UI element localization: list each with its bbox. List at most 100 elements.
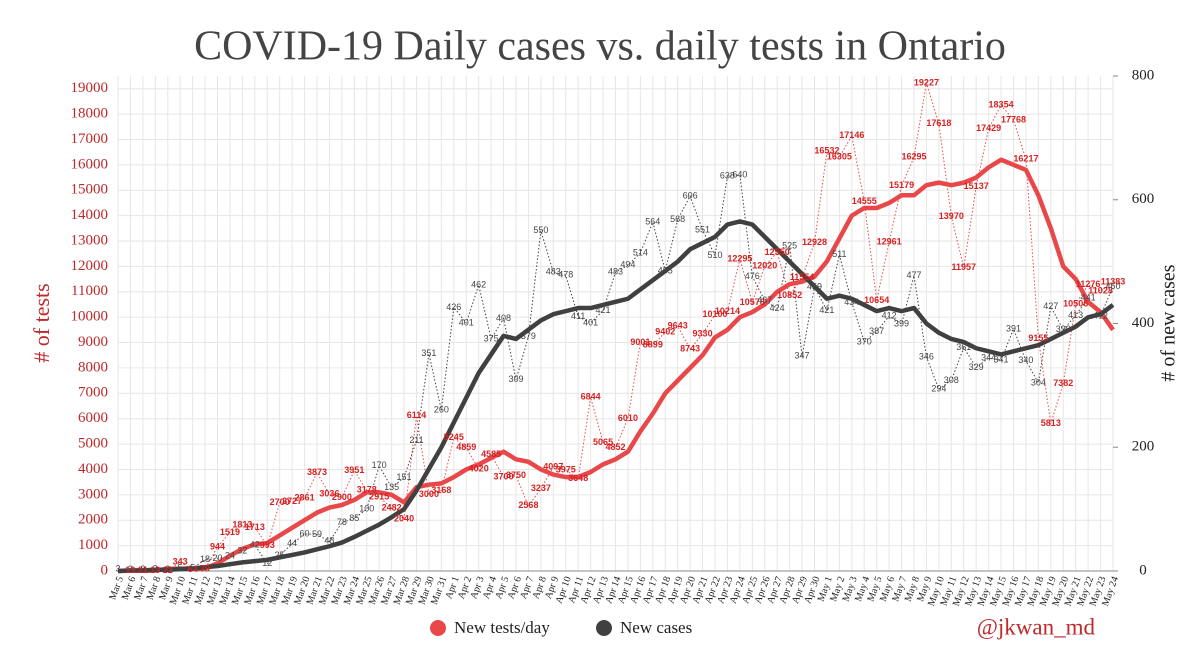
data-label: 399 — [894, 318, 909, 328]
data-label: 483 — [546, 267, 561, 277]
data-label: 211 — [409, 435, 423, 445]
data-label: 568 — [670, 214, 685, 224]
data-label: 17429 — [976, 123, 1001, 133]
y2-axis-label: # of new cases — [1158, 264, 1180, 381]
data-label: 151 — [397, 472, 412, 482]
data-label: 135 — [384, 482, 399, 492]
data-label: 9155 — [1028, 333, 1048, 343]
data-label: 944 — [210, 541, 225, 551]
data-label: 4585 — [481, 449, 501, 459]
data-label: 85 — [349, 513, 359, 523]
data-label: 2 — [128, 564, 133, 574]
data-label: 21 — [138, 565, 148, 575]
data-label: 564 — [645, 216, 660, 226]
data-label: 413 — [1068, 310, 1083, 320]
legend-marker — [430, 620, 446, 636]
data-label: 390 — [1056, 324, 1071, 334]
data-label: 7382 — [1053, 378, 1073, 388]
data-label: 2700 — [270, 497, 290, 507]
y-tick-label: 0 — [101, 562, 109, 578]
data-label: 427 — [1043, 301, 1058, 311]
data-label: 344 — [981, 353, 996, 363]
data-label: 6114 — [407, 410, 427, 420]
data-label: 60 — [300, 528, 310, 538]
data-label: 3975 — [556, 464, 576, 474]
data-label: 1519 — [220, 527, 240, 537]
data-label: 2 — [165, 564, 170, 574]
data-label: 5065 — [593, 437, 613, 447]
data-label: 10578 — [740, 297, 765, 307]
data-label: 4859 — [456, 442, 476, 452]
data-label: 511 — [832, 249, 846, 259]
data-label: 476 — [745, 271, 760, 281]
data-label: 79 — [200, 563, 210, 573]
y-tick-label: 17000 — [71, 131, 109, 147]
data-label: 1813 — [232, 519, 252, 529]
data-label: 441 — [1081, 293, 1096, 303]
chart-title: COVID-19 Daily cases vs. daily tests in … — [194, 24, 1006, 70]
data-label: 11957 — [951, 262, 976, 272]
data-label: 3951 — [344, 465, 364, 475]
daily-line — [117, 174, 1114, 571]
y-tick-label: 11000 — [71, 283, 108, 299]
data-label: 17618 — [926, 118, 951, 128]
data-label: 42 — [250, 539, 260, 549]
y2-tick-label: 800 — [1132, 67, 1155, 83]
y-tick-label: 18000 — [71, 106, 109, 122]
data-label: 370 — [857, 336, 872, 346]
data-label: 9402 — [655, 327, 675, 337]
data-label: 343 — [173, 557, 188, 567]
data-label: 64 — [188, 564, 198, 574]
data-label: 606 — [683, 190, 698, 200]
data-label: 3000 — [419, 489, 439, 499]
y2-tick-label: 200 — [1132, 439, 1155, 455]
y-tick-label: 15000 — [71, 182, 109, 198]
data-label: 401 — [459, 317, 474, 327]
data-label: 347 — [795, 351, 810, 361]
data-label: 22 — [163, 565, 173, 575]
data-label: 11028 — [1088, 285, 1113, 295]
data-label: 434 — [844, 297, 859, 307]
data-label: 3178 — [357, 485, 377, 495]
data-label: 12020 — [752, 260, 777, 270]
data-label: 25 — [275, 550, 285, 560]
data-label: 351 — [421, 348, 436, 358]
y-tick-label: 14000 — [71, 207, 109, 223]
data-label: 2900 — [332, 492, 352, 502]
credit: @jkwan_md — [977, 614, 1096, 639]
data-label: 5813 — [1041, 418, 1061, 428]
data-label: 2568 — [518, 500, 538, 510]
legend-label: New tests/day — [454, 618, 550, 637]
data-label: 2 — [140, 564, 145, 574]
data-label: 462 — [471, 280, 486, 290]
data-label: 4020 — [469, 463, 489, 473]
y-tick-label: 3000 — [78, 486, 108, 502]
y2-tick-label: 600 — [1132, 191, 1155, 207]
data-label: 421 — [819, 305, 834, 315]
data-label: 10654 — [864, 295, 889, 305]
trend-line — [117, 219, 1115, 574]
data-label: 329 — [969, 362, 984, 372]
data-label: 10852 — [777, 290, 802, 300]
data-label: 18354 — [989, 99, 1014, 109]
data-label: 11276 — [1076, 279, 1101, 289]
data-label: 78 — [337, 517, 347, 527]
data-label: 19 — [125, 565, 135, 575]
data-label: 15179 — [889, 180, 914, 190]
data-label: 3168 — [431, 485, 451, 495]
data-label: 3 — [153, 564, 158, 574]
data-label: 294 — [931, 383, 946, 393]
data-label: 401 — [583, 317, 598, 327]
data-label: 426 — [446, 302, 461, 312]
data-label: 3648 — [568, 473, 588, 483]
data-label: 19 — [150, 565, 160, 575]
data-label: 10506 — [1063, 299, 1088, 309]
y-tick-label: 7000 — [78, 385, 108, 401]
data-label: 16217 — [1013, 154, 1038, 164]
data-label: 20 — [212, 553, 222, 563]
data-label: 260 — [434, 405, 449, 415]
data-label: 340 — [1018, 355, 1033, 365]
legend-label: New cases — [620, 618, 692, 637]
data-label: 13970 — [939, 211, 964, 221]
